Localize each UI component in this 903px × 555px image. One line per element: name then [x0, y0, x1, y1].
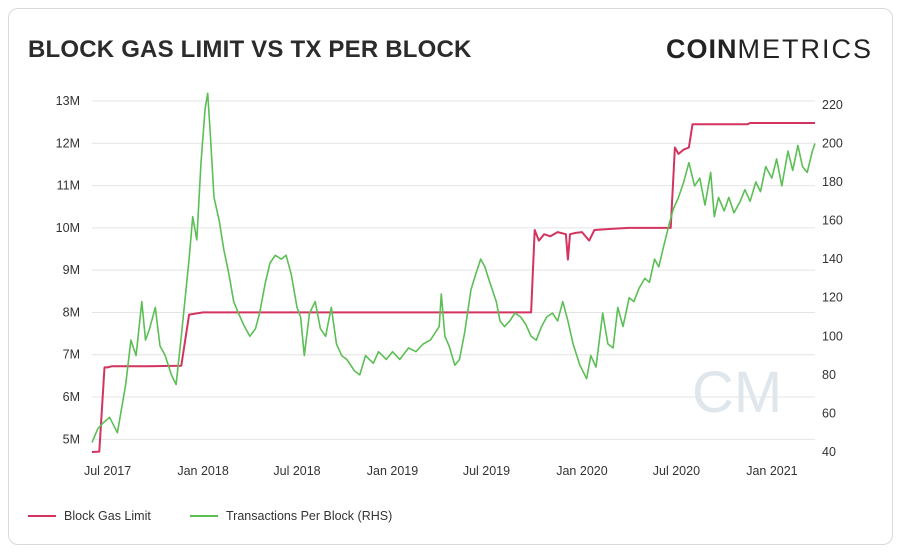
logo-bold-text: COIN: [666, 34, 738, 64]
x-tick-label: Jul 2019: [463, 464, 510, 478]
logo-light-text: METRICS: [737, 34, 873, 64]
chart-card: [8, 8, 893, 545]
left-tick-label: 13M: [56, 94, 80, 108]
legend-label: Transactions Per Block (RHS): [226, 509, 392, 523]
right-tick-label: 120: [822, 291, 843, 305]
tx-per-block-line: [91, 92, 816, 443]
left-tick-label: 6M: [63, 390, 80, 404]
left-tick-label: 7M: [63, 348, 80, 362]
left-tick-label: 5M: [63, 432, 80, 446]
x-tick-label: Jul 2017: [84, 464, 131, 478]
right-tick-label: 200: [822, 136, 843, 150]
x-tick-label: Jan 2019: [367, 464, 418, 478]
left-tick-label: 9M: [63, 263, 80, 277]
left-tick-label: 8M: [63, 305, 80, 319]
coinmetrics-logo: COINMETRICS: [666, 34, 873, 65]
x-tick-label: Jan 2018: [177, 464, 228, 478]
right-tick-label: 100: [822, 329, 843, 343]
left-tick-label: 12M: [56, 136, 80, 150]
right-tick-label: 40: [822, 445, 836, 459]
x-tick-label: Jul 2018: [273, 464, 320, 478]
right-tick-label: 160: [822, 214, 843, 228]
series-layer: [91, 92, 816, 453]
left-tick-label: 11M: [57, 179, 80, 193]
x-axis: Jul 2017 Jan 2018 Jul 2018 Jan 2019 Jul 2019…: [84, 464, 798, 478]
right-tick-label: 80: [822, 368, 836, 382]
x-tick-label: Jan 2021: [746, 464, 797, 478]
legend: Block Gas Limit Transactions Per Block (R…: [28, 509, 392, 523]
cm-watermark: CM: [692, 360, 782, 425]
chart-title: BLOCK GAS LIMIT VS TX PER BLOCK: [28, 36, 472, 63]
left-axis: 5M 6M 7M 8M 9M 10M 11M 12M 13M: [56, 94, 80, 446]
right-tick-label: 140: [822, 252, 843, 266]
x-tick-label: Jan 2020: [556, 464, 607, 478]
legend-label: Block Gas Limit: [64, 509, 151, 523]
right-tick-label: 180: [822, 175, 843, 189]
right-tick-label: 60: [822, 406, 836, 420]
gas-limit-line: [91, 122, 815, 453]
x-tick-label: Jul 2020: [653, 464, 700, 478]
right-axis: 40 60 80 100 120 140 160 180 200 220: [822, 98, 843, 459]
left-tick-label: 10M: [56, 221, 80, 235]
right-tick-label: 220: [822, 98, 843, 112]
